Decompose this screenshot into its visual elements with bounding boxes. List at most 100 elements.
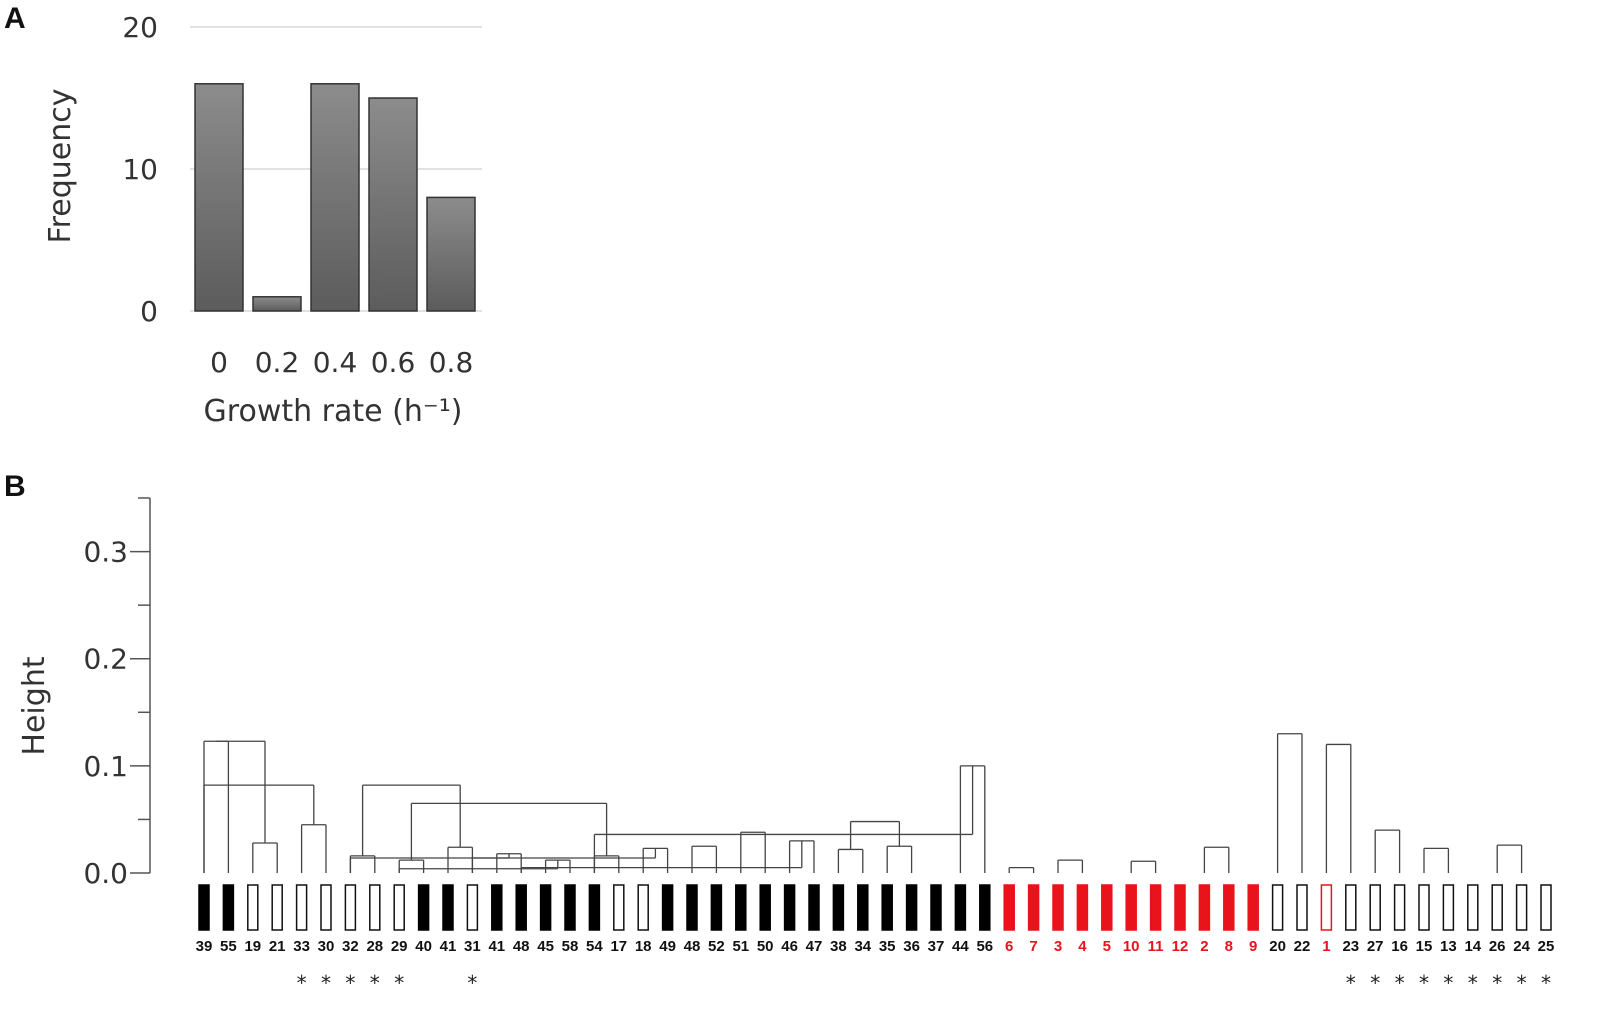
- leaf-bar: [442, 884, 454, 931]
- leaf-bar: [466, 884, 479, 931]
- leaf-bar: [1027, 884, 1040, 931]
- leaf-label: 2: [1200, 938, 1208, 955]
- leaf-label: 41: [440, 938, 457, 955]
- leaf-bar: [735, 884, 747, 931]
- leaf-bar: [515, 884, 527, 931]
- leaf-label: 28: [366, 938, 383, 955]
- leaf-label: 8: [1225, 938, 1233, 955]
- leaf-bar: [295, 884, 308, 931]
- leaf-star-marker: *: [297, 971, 307, 995]
- histogram-bar: [252, 296, 302, 312]
- leaf-label: 49: [659, 938, 676, 955]
- leaf-bar: [564, 884, 576, 931]
- leaf-label: 40: [415, 938, 432, 955]
- leaf-star-marker: *: [1468, 971, 1478, 995]
- leaf-label: 7: [1029, 938, 1037, 955]
- leaf-bar: [1515, 884, 1528, 931]
- leaf-label: 55: [220, 938, 237, 955]
- leaf-label: 30: [318, 938, 335, 955]
- leaf-label: 22: [1294, 938, 1311, 955]
- leaf-star-marker: *: [1492, 971, 1502, 995]
- dendrogram-panel: 0.00.10.20.3 39 55 19 21 33 30 32 28 29 40 41 31 41 4…: [17, 497, 1554, 995]
- histogram-x-tick-label: 0.6: [371, 346, 416, 379]
- leaf-label: 31: [464, 938, 481, 955]
- leaf-label: 50: [757, 938, 774, 955]
- leaf-label: 26: [1489, 938, 1506, 955]
- leaf-bar: [1247, 884, 1259, 931]
- leaf-bar: [710, 884, 723, 931]
- leaf-bar: [1345, 884, 1357, 931]
- leaf-bar: [1467, 884, 1479, 931]
- leaf-bar: [954, 884, 967, 931]
- leaf-label: 47: [806, 938, 823, 955]
- leaf-bar: [491, 884, 503, 931]
- histogram-x-tick-label: 0.4: [313, 346, 358, 379]
- leaf-label: 12: [1172, 938, 1189, 955]
- leaf-label: 38: [830, 938, 847, 955]
- leaf-label: 3: [1054, 938, 1062, 955]
- leaf-bar: [661, 884, 674, 931]
- leaf-bar: [759, 884, 771, 931]
- leaf-label: 48: [684, 938, 701, 955]
- leaf-star-marker: *: [345, 971, 355, 995]
- leaf-bar: [881, 884, 893, 931]
- dendrogram-tree: [203, 733, 1523, 873]
- histogram-bar: [426, 196, 476, 312]
- leaf-bar: [369, 884, 381, 931]
- leaf-bar: [613, 884, 625, 931]
- leaf-bar: [1125, 884, 1137, 931]
- histogram-y-axis-title: Frequency: [43, 89, 78, 244]
- leaf-bar: [832, 884, 845, 931]
- leaf-bar: [686, 884, 698, 931]
- leaf-bar: [1442, 884, 1455, 931]
- leaf-label: 54: [586, 938, 603, 955]
- dendrogram-y-tick-label: 0.3: [83, 536, 128, 569]
- leaf-bar: [1296, 884, 1308, 931]
- dendrogram-y-axis: 0.0 0.1 0.2 0.3: [83, 497, 151, 890]
- histogram-bars: [194, 83, 476, 312]
- leaf-bar: [1369, 884, 1381, 931]
- leaf-label: 6: [1005, 938, 1013, 955]
- leaf-bar: [222, 884, 235, 931]
- leaf-label: 20: [1269, 938, 1286, 955]
- leaf-label: 33: [293, 938, 310, 955]
- leaf-label: 16: [1391, 938, 1408, 955]
- leaf-bar: [1320, 884, 1333, 931]
- leaf-star-marker: *: [1395, 971, 1405, 995]
- dendrogram-star-markers: * * * * * * * * * * * * * * *: [297, 971, 1551, 995]
- leaf-bar: [1149, 884, 1162, 931]
- leaf-label: 4: [1078, 938, 1087, 955]
- histogram-y-tick-label: 20: [122, 11, 158, 44]
- leaf-label: 36: [903, 938, 920, 955]
- leaf-bar: [930, 884, 942, 931]
- leaf-star-marker: *: [1419, 971, 1429, 995]
- histogram-x-axis-title: Growth rate (h⁻¹): [204, 394, 463, 429]
- leaf-star-marker: *: [1517, 971, 1527, 995]
- leaf-bar: [1271, 884, 1284, 931]
- leaf-label: 14: [1464, 938, 1481, 955]
- dendrogram-y-axis-title: Height: [17, 656, 52, 755]
- leaf-label: 21: [269, 938, 286, 955]
- histogram-y-tick-label: 10: [122, 153, 158, 186]
- dendrogram-y-tick-label: 0.0: [83, 857, 128, 890]
- leaf-star-marker: *: [370, 971, 380, 995]
- leaf-label: 19: [244, 938, 261, 955]
- leaf-bar: [344, 884, 357, 931]
- histogram-x-tick-label: 0.8: [429, 346, 474, 379]
- leaf-label: 44: [952, 938, 969, 955]
- leaf-bar: [588, 884, 601, 931]
- leaf-label: 58: [562, 938, 579, 955]
- leaf-label: 39: [196, 938, 213, 955]
- dendrogram-leaf-bars: [198, 884, 1552, 931]
- dendrogram-y-tick-label: 0.2: [83, 643, 128, 676]
- leaf-star-marker: *: [1370, 971, 1380, 995]
- leaf-bar: [857, 884, 869, 931]
- leaf-label: 1: [1322, 938, 1330, 955]
- leaf-label: 34: [854, 938, 871, 955]
- leaf-label: 15: [1416, 938, 1433, 955]
- leaf-bar: [1052, 884, 1064, 931]
- leaf-bar: [539, 884, 552, 931]
- histogram-bar: [310, 83, 360, 312]
- leaf-bar: [1223, 884, 1235, 931]
